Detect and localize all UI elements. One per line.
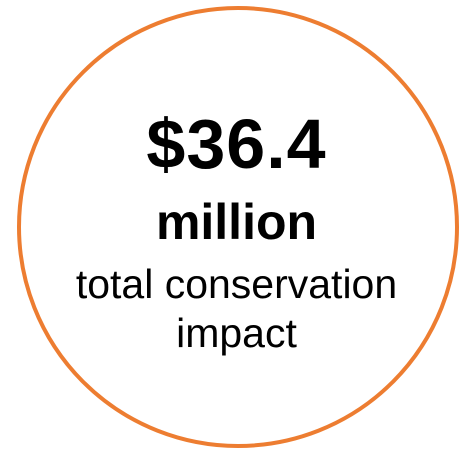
stat-caption-line-2: impact	[176, 310, 297, 356]
stat-circle	[17, 6, 459, 448]
stat-caption-line-1: total conservation	[75, 261, 398, 307]
stat-unit: million	[155, 194, 318, 250]
stat-amount: $36.4	[146, 105, 327, 183]
